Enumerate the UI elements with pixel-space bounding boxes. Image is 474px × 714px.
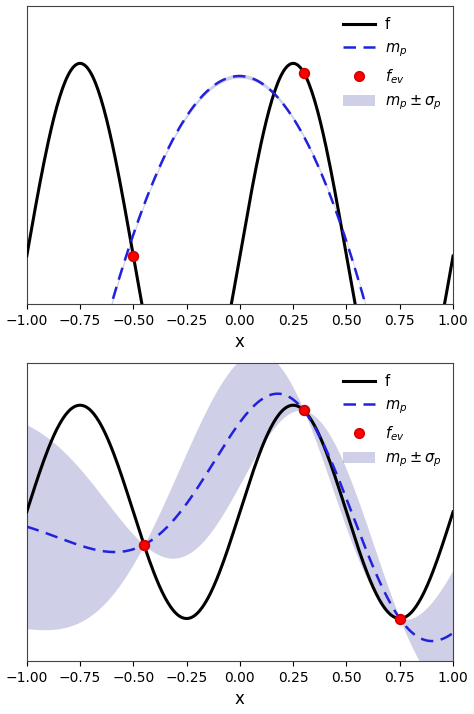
Point xyxy=(385,433,393,445)
Point xyxy=(396,613,403,624)
Point xyxy=(300,67,308,79)
Point xyxy=(129,251,137,262)
Legend: f, $m_p$, $f_{ev}$, $m_p \pm \sigma_p$: f, $m_p$, $f_{ev}$, $m_p \pm \sigma_p$ xyxy=(338,13,446,117)
Point xyxy=(140,539,148,550)
X-axis label: x: x xyxy=(235,333,245,351)
Legend: f, $m_p$, $f_{ev}$, $m_p \pm \sigma_p$: f, $m_p$, $f_{ev}$, $m_p \pm \sigma_p$ xyxy=(338,370,446,474)
X-axis label: x: x xyxy=(235,690,245,708)
Point xyxy=(300,405,308,416)
